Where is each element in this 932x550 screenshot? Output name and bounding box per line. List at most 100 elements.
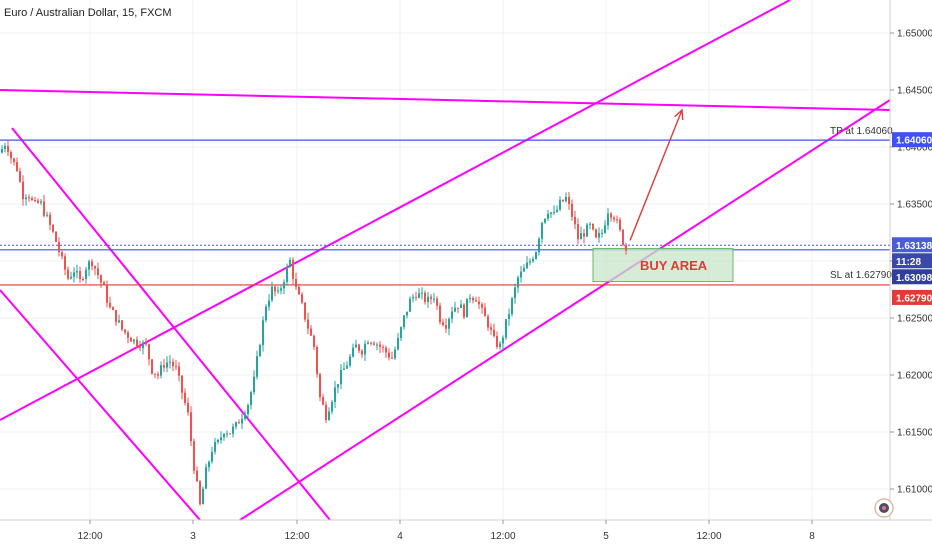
time-tick-label: 4 (397, 531, 403, 542)
candle-body (217, 440, 219, 443)
candle-body (79, 271, 81, 279)
candle-body (199, 481, 201, 505)
candle-body (127, 332, 129, 338)
candle-body (346, 365, 348, 369)
descending-channel-upper[interactable] (11, 127, 331, 521)
candle-body (307, 319, 309, 329)
candle-body (436, 298, 438, 306)
candlesticks (1, 139, 627, 506)
settings-icon[interactable] (874, 498, 894, 518)
candle-body (439, 305, 441, 323)
candle-body (271, 286, 273, 301)
bid-badge-text: 1.63098 (896, 273, 932, 284)
candle-body (619, 219, 621, 230)
candle-body (250, 392, 252, 406)
candle-body (295, 278, 297, 287)
timer-badge (892, 253, 932, 269)
horizontal-levels[interactable]: TP at 1.64060 SL at 1.62790 (0, 126, 893, 286)
buy-area[interactable]: BUY AREA (592, 247, 734, 283)
candle-body (34, 199, 36, 201)
time-tick-label: 12:00 (696, 531, 721, 542)
candle-body (25, 197, 27, 200)
tp-label: TP at 1.64060 (830, 126, 893, 137)
candle-body (532, 258, 534, 262)
candle-body (358, 344, 360, 351)
time-tick-label: 12:00 (77, 531, 102, 542)
candle-body (67, 269, 69, 279)
sl-badge-text: 1.62790 (896, 293, 932, 304)
candle-body (367, 342, 369, 344)
candle-body (103, 282, 105, 286)
price-tick-label: 1.62500 (897, 314, 932, 325)
candle-body (454, 307, 456, 312)
candle-body (148, 344, 150, 360)
candle-body (214, 442, 216, 452)
candle-body (403, 315, 405, 328)
candle-body (319, 374, 321, 398)
candle-body (139, 345, 141, 349)
candle-body (421, 292, 423, 294)
candle-body (52, 224, 54, 232)
candle-body (355, 344, 357, 348)
candle-body (511, 298, 513, 315)
candle-body (460, 304, 462, 309)
trendlines[interactable] (0, 0, 891, 521)
candle-body (409, 298, 411, 312)
candle-body (427, 296, 429, 302)
candle-body (136, 339, 138, 346)
candle-body (448, 318, 450, 329)
candle-body (76, 271, 78, 273)
current-badge (892, 237, 932, 253)
descending-channel-lower[interactable] (0, 289, 201, 521)
candle-body (562, 199, 564, 202)
candle-body (232, 426, 234, 434)
price-tick-label: 1.61500 (897, 428, 932, 439)
candle-body (523, 268, 525, 272)
candle-body (94, 266, 96, 269)
candle-body (211, 451, 213, 462)
candle-body (226, 433, 228, 435)
upper-channel-line[interactable] (0, 0, 791, 421)
lower-channel-line[interactable] (239, 99, 891, 521)
candle-body (259, 345, 261, 357)
candle-body (91, 261, 93, 267)
candle-body (121, 320, 123, 330)
upper-resistance-line[interactable] (0, 89, 891, 111)
candle-body (298, 286, 300, 295)
candle-body (274, 286, 276, 292)
candle-body (538, 238, 540, 253)
candle-body (316, 346, 318, 375)
candle-body (352, 347, 354, 357)
sl-label: SL at 1.62790 (830, 270, 892, 281)
candle-body (304, 302, 306, 320)
candle-body (124, 329, 126, 333)
candle-body (502, 337, 504, 344)
target-arrow-line[interactable] (629, 109, 683, 241)
settings-icon-dot[interactable] (882, 506, 886, 510)
candle-body (193, 441, 195, 471)
candle-body (613, 217, 615, 220)
candle-body (457, 307, 459, 309)
candle-body (586, 224, 588, 237)
candle-body (262, 320, 264, 346)
target-arrow[interactable] (629, 108, 684, 241)
candle-body (322, 397, 324, 405)
candle-body (7, 145, 9, 153)
candle-body (19, 170, 21, 182)
candle-body (424, 292, 426, 302)
buy-area-rect[interactable] (592, 247, 734, 283)
target-arrow-head[interactable] (674, 108, 684, 121)
chart-title: Euro / Australian Dollar, 15, FXCM (4, 7, 172, 19)
price-tick-label: 1.61000 (897, 485, 932, 496)
candle-body (229, 433, 231, 435)
candle-body (235, 422, 237, 427)
candle-body (190, 412, 192, 442)
candle-body (331, 402, 333, 412)
time-axis[interactable]: 12:00 3 12:00 4 12:00 5 12:00 8 (77, 520, 815, 542)
price-tick-label: 1.64500 (897, 86, 932, 97)
candle-body (283, 281, 285, 289)
candle-body (340, 369, 342, 385)
candle-body (58, 241, 60, 253)
